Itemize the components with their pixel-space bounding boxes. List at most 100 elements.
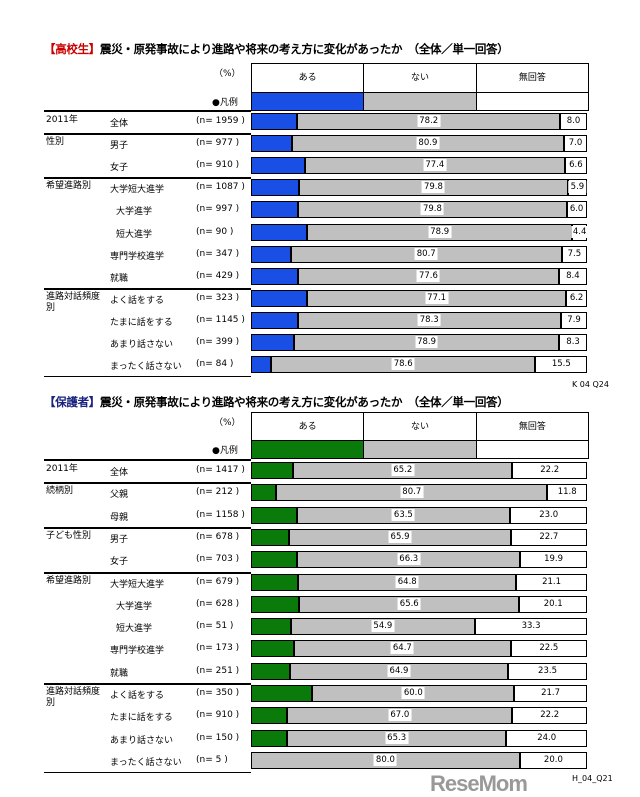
- row-n: (n= 910 ): [196, 160, 240, 171]
- data-label: 77.4: [423, 159, 447, 172]
- row-label: 全体: [110, 119, 129, 129]
- row-group-label: 2011年: [46, 464, 78, 474]
- row-n: (n= 429 ): [196, 270, 240, 281]
- data-label: 7.0: [566, 137, 585, 150]
- row-label: 短大進学: [116, 624, 153, 635]
- data-label: 79.8: [420, 203, 444, 216]
- data-label: 8.0: [564, 115, 583, 127]
- bar-segment-ある: [251, 267, 299, 285]
- data-label: 66.3: [397, 553, 421, 566]
- data-label: 79.8: [421, 181, 445, 194]
- group-divider: [44, 133, 251, 136]
- bar-segment-ある: [251, 640, 294, 658]
- data-label: 60.0: [401, 687, 425, 699]
- row-n: (n= 628 ): [196, 598, 240, 609]
- row-n: (n= 173 ): [196, 643, 240, 654]
- row-label: 専門学校進学: [110, 646, 165, 657]
- bar-segment-ある: [251, 618, 291, 636]
- data-label: 65.6: [397, 597, 421, 610]
- title-tag: 【高校生】: [44, 42, 100, 56]
- row-n: (n= 251 ): [196, 665, 240, 676]
- legend-swatch: [476, 93, 588, 110]
- group-divider: [44, 287, 251, 290]
- data-label: 78.6: [391, 358, 415, 371]
- bar-segment-ある: [251, 528, 290, 546]
- data-label: 24.0: [535, 731, 559, 744]
- data-label: 54.9: [371, 620, 395, 633]
- row-label: 専門学校進学: [110, 251, 165, 262]
- data-label: 21.7: [539, 687, 562, 699]
- bar-segment-ある: [251, 289, 308, 307]
- row-label: 父親: [110, 490, 129, 501]
- group-divider: [44, 571, 251, 574]
- row-n: (n= 5 ): [196, 754, 228, 765]
- row-n: (n= 678 ): [196, 531, 240, 542]
- row-label: 大学進学: [116, 601, 153, 612]
- bar-segment-ある: [251, 462, 294, 479]
- data-label: 7.9: [565, 313, 583, 326]
- row-label: 大学短大進学: [110, 579, 165, 590]
- legend-entry: 無回答: [518, 73, 546, 83]
- row-group-label: 希望進路別: [46, 575, 92, 586]
- row-n: (n= 910 ): [196, 710, 240, 721]
- group-divider: [44, 482, 251, 485]
- bar-segment-ある: [251, 223, 308, 241]
- data-label: 15.5: [549, 358, 573, 371]
- chart-title: 【保護者】震災・原発事故により進路や将来の考え方に変化があったか （全体／単一回…: [44, 394, 509, 410]
- data-label: 80.0: [373, 753, 397, 766]
- row-n: (n= 977 ): [196, 138, 240, 149]
- data-label: 78.9: [428, 225, 452, 238]
- row-label: 男子: [110, 534, 129, 545]
- row-label: まったく話さない: [110, 757, 182, 768]
- data-label: 6.0: [567, 203, 586, 216]
- legend-swatch: [364, 441, 477, 458]
- data-label: 77.6: [416, 269, 440, 282]
- row-label: たまに話をする: [110, 713, 173, 724]
- row-n: (n= 997 ): [196, 204, 240, 215]
- data-label: 78.9: [415, 336, 439, 348]
- row-group-label: 進路対話頻度別: [46, 291, 101, 313]
- title-text: 震災・原発事故により進路や将来の考え方に変化があったか （全体／単一回答）: [100, 42, 509, 56]
- unit-label: （%）: [214, 69, 241, 79]
- footer-rule: [44, 772, 251, 774]
- row-n: (n= 350 ): [196, 688, 240, 698]
- row-label: 女子: [110, 557, 129, 568]
- data-label: 80.7: [400, 486, 424, 499]
- data-label: 20.0: [541, 753, 565, 766]
- legend-label: ●凡例: [212, 98, 238, 108]
- footnote: H_04_Q21: [572, 774, 613, 783]
- data-label: 21.1: [540, 575, 564, 588]
- data-label: 64.7: [390, 642, 414, 655]
- row-n: (n= 323 ): [196, 292, 240, 303]
- row-n: (n= 347 ): [196, 248, 240, 259]
- row-label: まったく話さない: [110, 362, 182, 373]
- footnote: K 04 Q24: [572, 380, 609, 389]
- legend-swatch: [476, 441, 588, 458]
- row-n: (n= 1417 ): [196, 465, 245, 475]
- legend-entry: 無回答: [518, 422, 546, 432]
- row-label: よく話をする: [110, 295, 165, 306]
- data-label: 22.5: [537, 642, 561, 655]
- legend-swatch: [252, 441, 365, 458]
- bar-segment-ある: [251, 595, 300, 613]
- row-n: (n= 679 ): [196, 576, 240, 587]
- data-label: 65.9: [388, 530, 412, 543]
- legend-swatches: [251, 92, 589, 111]
- row-n: (n= 1959 ): [196, 116, 245, 126]
- data-label: 78.2: [417, 115, 441, 127]
- data-label: 78.3: [417, 313, 441, 326]
- legend-swatches: [251, 440, 589, 459]
- bar-segment-ある: [251, 573, 299, 591]
- title-tag: 【保護者】: [44, 395, 100, 409]
- row-label: あまり話さない: [110, 735, 174, 746]
- resemom-logo: ReseMom: [430, 771, 528, 796]
- row-group-label: 性別: [46, 137, 65, 148]
- row-label: 短大進学: [116, 229, 153, 240]
- header-rule: [44, 459, 251, 461]
- data-label: 80.9: [416, 137, 440, 150]
- row-group-label: 子ども性別: [46, 530, 92, 541]
- row-n: (n= 1158 ): [196, 509, 245, 520]
- data-label: 20.1: [541, 597, 565, 610]
- row-n: (n= 84 ): [196, 359, 234, 370]
- row-label: 大学進学: [116, 207, 153, 218]
